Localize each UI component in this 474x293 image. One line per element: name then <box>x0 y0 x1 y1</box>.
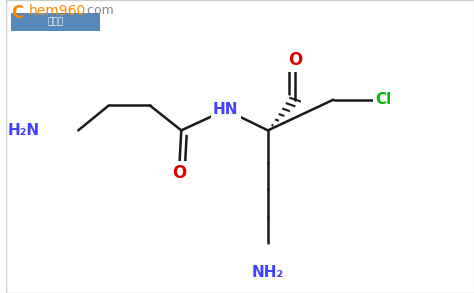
Text: C: C <box>11 4 24 21</box>
Text: .com: .com <box>84 4 115 16</box>
Text: H₂N: H₂N <box>7 123 39 138</box>
Text: hem960: hem960 <box>29 4 86 18</box>
FancyBboxPatch shape <box>11 13 100 31</box>
Text: O: O <box>288 51 302 69</box>
Text: HN: HN <box>213 102 238 117</box>
Text: 化工网: 化工网 <box>48 18 64 27</box>
Text: O: O <box>172 164 186 182</box>
Text: Cl: Cl <box>376 92 392 107</box>
Text: NH₂: NH₂ <box>252 265 284 280</box>
